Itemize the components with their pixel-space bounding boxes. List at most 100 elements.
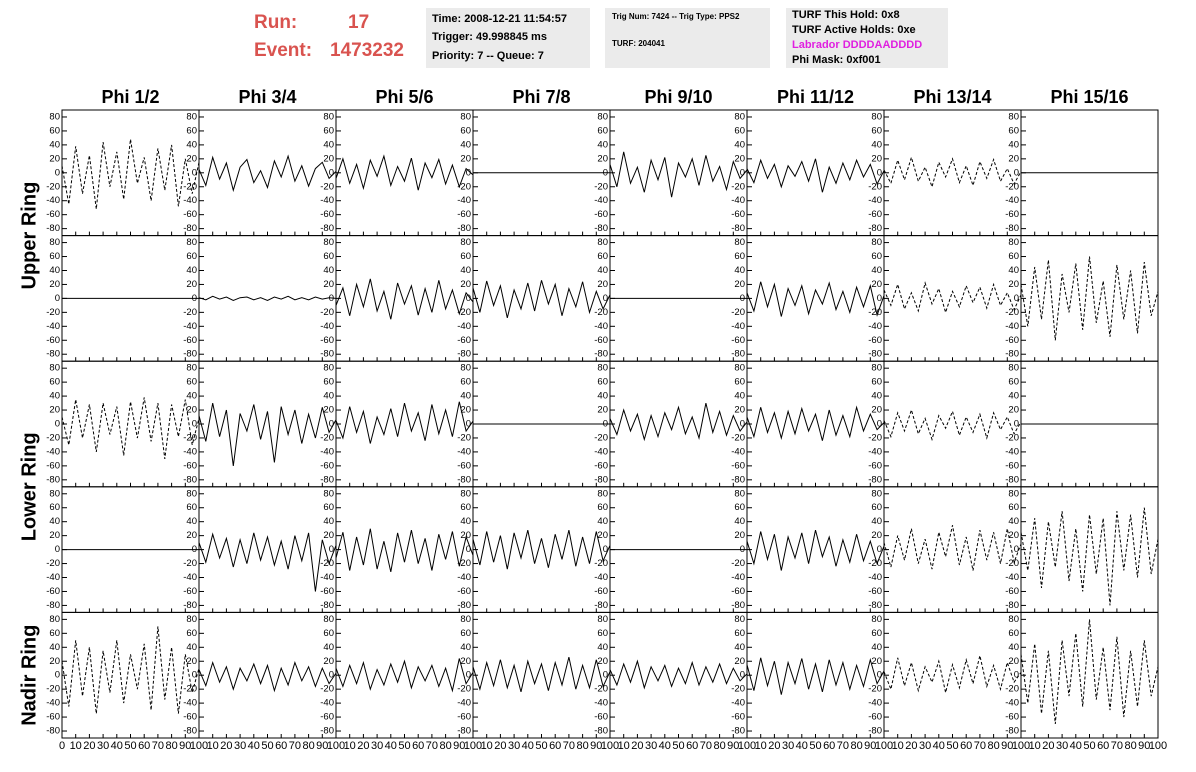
y-tick-label: 60 bbox=[49, 628, 60, 639]
labrador: Labrador DDDDAADDDD bbox=[792, 39, 922, 51]
x-tick-label: 10 bbox=[70, 740, 82, 752]
y-tick-label: -60 bbox=[183, 712, 197, 723]
run-label: Run: bbox=[254, 12, 297, 33]
y-tick-label: 60 bbox=[460, 125, 471, 136]
x-tick-label: 100 bbox=[190, 740, 208, 752]
y-tick-label: -20 bbox=[457, 181, 471, 192]
y-tick-label: 40 bbox=[597, 139, 608, 150]
y-tick-label: 40 bbox=[186, 516, 197, 527]
x-tick-label: 40 bbox=[385, 740, 397, 752]
y-tick-label: -40 bbox=[868, 572, 882, 583]
waveform bbox=[1020, 256, 1159, 341]
x-tick-label: 40 bbox=[796, 740, 808, 752]
x-tick-label: 30 bbox=[1056, 740, 1068, 752]
panel-frame bbox=[746, 611, 885, 739]
y-tick-label: 60 bbox=[597, 125, 608, 136]
y-tick-label: 20 bbox=[597, 530, 608, 541]
x-tick-label: 70 bbox=[837, 740, 849, 752]
waveform bbox=[883, 525, 1022, 571]
y-tick-label: 60 bbox=[597, 628, 608, 639]
waveform bbox=[883, 655, 1022, 693]
y-tick-label: 40 bbox=[597, 391, 608, 402]
y-tick-label: 20 bbox=[1008, 656, 1019, 667]
x-tick-label: 10 bbox=[481, 740, 493, 752]
y-tick-label: -20 bbox=[594, 684, 608, 695]
y-tick-label: -20 bbox=[1005, 684, 1019, 695]
y-tick-label: 20 bbox=[323, 656, 334, 667]
y-tick-label: 60 bbox=[323, 628, 334, 639]
x-tick-label: 10 bbox=[207, 740, 219, 752]
x-tick-label: 100 bbox=[1149, 740, 1167, 752]
y-tick-label: -20 bbox=[46, 558, 60, 569]
panel-frame bbox=[472, 611, 611, 739]
y-tick-label: -40 bbox=[457, 698, 471, 709]
y-tick-label: -60 bbox=[46, 586, 60, 597]
x-tick-label: 80 bbox=[850, 740, 862, 752]
y-tick-label: 20 bbox=[597, 656, 608, 667]
waveform bbox=[335, 658, 474, 693]
y-tick-label: 40 bbox=[460, 516, 471, 527]
ring-label: Upper Ring bbox=[18, 182, 40, 290]
y-tick-label: -60 bbox=[868, 460, 882, 471]
y-tick-label: -20 bbox=[594, 307, 608, 318]
y-tick-label: -20 bbox=[183, 684, 197, 695]
y-tick-label: 80 bbox=[460, 614, 471, 625]
column-title: Phi 13/14 bbox=[913, 87, 991, 107]
y-tick-label: 40 bbox=[734, 265, 745, 276]
y-tick-label: 40 bbox=[49, 391, 60, 402]
y-tick-label: -60 bbox=[731, 712, 745, 723]
y-tick-label: 20 bbox=[186, 530, 197, 541]
y-tick-label: 20 bbox=[734, 279, 745, 290]
y-tick-label: 80 bbox=[186, 363, 197, 374]
y-tick-label: -80 bbox=[457, 474, 471, 485]
y-tick-label: -80 bbox=[868, 726, 882, 737]
panel-frame bbox=[883, 611, 1022, 739]
y-tick-label: -40 bbox=[731, 572, 745, 583]
x-tick-label: 100 bbox=[1012, 740, 1030, 752]
x-tick-label: 10 bbox=[1029, 740, 1041, 752]
y-tick-label: -40 bbox=[46, 321, 60, 332]
y-tick-label: 40 bbox=[460, 391, 471, 402]
panel-frame bbox=[198, 235, 337, 362]
column-title: Phi 7/8 bbox=[512, 87, 570, 107]
x-tick-label: 90 bbox=[864, 740, 876, 752]
y-tick-label: -20 bbox=[731, 432, 745, 443]
y-tick-label: 60 bbox=[460, 502, 471, 513]
y-tick-label: 20 bbox=[460, 530, 471, 541]
y-tick-label: -80 bbox=[457, 349, 471, 360]
y-tick-label: -80 bbox=[731, 223, 745, 234]
y-tick-label: 20 bbox=[871, 656, 882, 667]
x-tick-label: 30 bbox=[919, 740, 931, 752]
turf: TURF: 204041 bbox=[612, 39, 665, 48]
y-tick-label: -20 bbox=[1005, 558, 1019, 569]
waveform bbox=[746, 158, 885, 193]
y-tick-label: -80 bbox=[731, 600, 745, 611]
y-tick-label: 20 bbox=[323, 153, 334, 164]
x-tick-label: 60 bbox=[549, 740, 561, 752]
x-tick-label: 50 bbox=[261, 740, 273, 752]
y-tick-label: 60 bbox=[460, 251, 471, 262]
y-tick-label: 80 bbox=[49, 237, 60, 248]
y-tick-label: -80 bbox=[594, 349, 608, 360]
x-tick-label: 50 bbox=[809, 740, 821, 752]
y-tick-label: -80 bbox=[1005, 349, 1019, 360]
y-tick-label: -20 bbox=[183, 307, 197, 318]
waveform bbox=[335, 278, 474, 320]
y-tick-label: 60 bbox=[323, 251, 334, 262]
y-tick-label: 0 bbox=[329, 419, 334, 430]
y-tick-label: -40 bbox=[320, 195, 334, 206]
x-tick-label: 40 bbox=[111, 740, 123, 752]
y-tick-label: -80 bbox=[1005, 726, 1019, 737]
y-tick-label: 80 bbox=[597, 237, 608, 248]
y-tick-label: 0 bbox=[466, 544, 471, 555]
y-tick-label: -80 bbox=[868, 349, 882, 360]
y-tick-label: -80 bbox=[1005, 600, 1019, 611]
y-tick-label: 40 bbox=[460, 139, 471, 150]
panel-frame bbox=[1020, 611, 1159, 739]
trig-num: Trig Num: 7424 -- Trig Type: PPS2 bbox=[612, 12, 740, 21]
y-tick-label: -80 bbox=[46, 223, 60, 234]
y-tick-label: -40 bbox=[1005, 698, 1019, 709]
y-tick-label: 40 bbox=[1008, 642, 1019, 653]
x-tick-label: 20 bbox=[83, 740, 95, 752]
